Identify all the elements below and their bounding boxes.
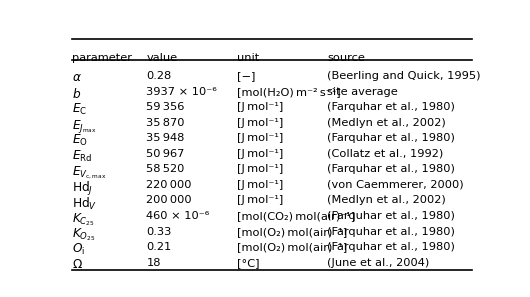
Text: [J mol⁻¹]: [J mol⁻¹] <box>237 133 283 143</box>
Text: $\mathit{E}_{J_{\mathregular{max}}}$: $\mathit{E}_{J_{\mathregular{max}}}$ <box>72 118 96 135</box>
Text: source: source <box>327 53 365 63</box>
Text: 220 000: 220 000 <box>146 180 192 190</box>
Text: [J mol⁻¹]: [J mol⁻¹] <box>237 102 283 112</box>
Text: [mol(H₂O) m⁻² s⁻¹]: [mol(H₂O) m⁻² s⁻¹] <box>237 87 340 97</box>
Text: 58 520: 58 520 <box>146 165 185 174</box>
Text: $\mathit{b}$: $\mathit{b}$ <box>72 87 81 101</box>
Text: $\mathit{E}_{V_{\mathregular{c,max}}}$: $\mathit{E}_{V_{\mathregular{c,max}}}$ <box>72 165 106 181</box>
Text: 35 870: 35 870 <box>146 118 185 128</box>
Text: (Farquhar et al., 1980): (Farquhar et al., 1980) <box>327 165 455 174</box>
Text: 0.28: 0.28 <box>146 71 172 81</box>
Text: (Farquhar et al., 1980): (Farquhar et al., 1980) <box>327 102 455 112</box>
Text: (June et al., 2004): (June et al., 2004) <box>327 258 429 268</box>
Text: value: value <box>146 53 178 63</box>
Text: $\Omega$: $\Omega$ <box>72 258 83 271</box>
Text: (Farquhar et al., 1980): (Farquhar et al., 1980) <box>327 227 455 237</box>
Text: parameter: parameter <box>72 53 131 63</box>
Text: 0.21: 0.21 <box>146 242 172 252</box>
Text: [J mol⁻¹]: [J mol⁻¹] <box>237 195 283 206</box>
Text: [J mol⁻¹]: [J mol⁻¹] <box>237 149 283 159</box>
Text: (von Caemmerer, 2000): (von Caemmerer, 2000) <box>327 180 464 190</box>
Text: [°C]: [°C] <box>237 258 259 268</box>
Text: (Farquhar et al., 1980): (Farquhar et al., 1980) <box>327 242 455 252</box>
Text: [mol(O₂) mol(air)⁻¹]: [mol(O₂) mol(air)⁻¹] <box>237 227 347 237</box>
Text: (Medlyn et al., 2002): (Medlyn et al., 2002) <box>327 195 446 206</box>
Text: 200 000: 200 000 <box>146 195 192 206</box>
Text: [J mol⁻¹]: [J mol⁻¹] <box>237 165 283 174</box>
Text: 59 356: 59 356 <box>146 102 185 112</box>
Text: 35 948: 35 948 <box>146 133 185 143</box>
Text: [J mol⁻¹]: [J mol⁻¹] <box>237 180 283 190</box>
Text: $\mathrm{Hd}_{V}$: $\mathrm{Hd}_{V}$ <box>72 195 97 211</box>
Text: $\mathit{\alpha}$: $\mathit{\alpha}$ <box>72 71 82 84</box>
Text: (Medlyn et al., 2002): (Medlyn et al., 2002) <box>327 118 446 128</box>
Text: site average: site average <box>327 87 398 97</box>
Text: $\mathrm{Hd}_{J}$: $\mathrm{Hd}_{J}$ <box>72 180 93 198</box>
Text: 3937 × 10⁻⁶: 3937 × 10⁻⁶ <box>146 87 217 97</box>
Text: [−]: [−] <box>237 71 255 81</box>
Text: 18: 18 <box>146 258 161 268</box>
Text: (Beerling and Quick, 1995): (Beerling and Quick, 1995) <box>327 71 481 81</box>
Text: $\mathit{E}_{\mathregular{C}}$: $\mathit{E}_{\mathregular{C}}$ <box>72 102 87 117</box>
Text: 0.33: 0.33 <box>146 227 172 237</box>
Text: unit: unit <box>237 53 259 63</box>
Text: $\mathit{K}_{O_{\mathregular{25}}}$: $\mathit{K}_{O_{\mathregular{25}}}$ <box>72 227 95 243</box>
Text: (Farquhar et al., 1980): (Farquhar et al., 1980) <box>327 133 455 143</box>
Text: [mol(O₂) mol(air)⁻¹]: [mol(O₂) mol(air)⁻¹] <box>237 242 347 252</box>
Text: [mol(CO₂) mol(air)⁻¹]: [mol(CO₂) mol(air)⁻¹] <box>237 211 355 221</box>
Text: $\mathit{K}_{C_{\mathregular{25}}}$: $\mathit{K}_{C_{\mathregular{25}}}$ <box>72 211 94 228</box>
Text: (Collatz et al., 1992): (Collatz et al., 1992) <box>327 149 443 159</box>
Text: $\mathit{O}_{\mathregular{i}}$: $\mathit{O}_{\mathregular{i}}$ <box>72 242 85 257</box>
Text: (Farquhar et al., 1980): (Farquhar et al., 1980) <box>327 211 455 221</box>
Text: 50 967: 50 967 <box>146 149 185 159</box>
Text: $\mathit{E}_{\mathregular{Rd}}$: $\mathit{E}_{\mathregular{Rd}}$ <box>72 149 92 164</box>
Text: 460 × 10⁻⁶: 460 × 10⁻⁶ <box>146 211 209 221</box>
Text: $\mathit{E}_{\mathregular{O}}$: $\mathit{E}_{\mathregular{O}}$ <box>72 133 87 148</box>
Text: [J mol⁻¹]: [J mol⁻¹] <box>237 118 283 128</box>
